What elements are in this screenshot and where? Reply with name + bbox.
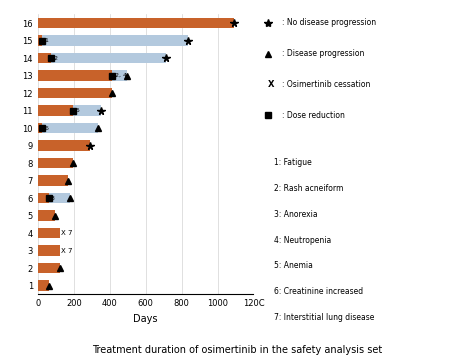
Text: Treatment duration of osimertinib in the safety analysis set: Treatment duration of osimertinib in the… [92, 345, 382, 355]
Bar [38, 140, 90, 151]
Text: 5: Anemia: 5: Anemia [274, 261, 313, 270]
Text: 3: 3 [51, 196, 55, 201]
Bar [51, 53, 166, 64]
Text: 2, 4: 2, 4 [115, 73, 127, 78]
Text: 7: Interstitial lung disease: 7: Interstitial lung disease [274, 313, 374, 322]
Bar [38, 193, 49, 204]
Bar [38, 228, 60, 238]
Bar [38, 176, 68, 186]
Text: 2: 2 [54, 56, 57, 61]
Bar [38, 53, 51, 64]
Bar [49, 193, 70, 204]
Text: X 7: X 7 [61, 230, 73, 236]
Text: 6: Creatinine increased: 6: Creatinine increased [274, 287, 364, 296]
Bar [38, 70, 112, 81]
Text: : Disease progression: : Disease progression [283, 49, 365, 58]
Text: 4: Neutropenia: 4: Neutropenia [274, 236, 331, 244]
Text: 3: Anorexia: 3: Anorexia [274, 210, 318, 219]
Text: 1: Fatigue: 1: Fatigue [274, 158, 312, 167]
Text: 6: 6 [45, 126, 48, 131]
Bar [73, 106, 101, 116]
Bar [38, 123, 42, 134]
Bar [38, 263, 60, 274]
Bar [38, 158, 73, 168]
Text: : Osimertinib cessation: : Osimertinib cessation [283, 80, 371, 89]
Text: : Dose reduction: : Dose reduction [283, 111, 346, 120]
Text: : No disease progression: : No disease progression [283, 18, 376, 27]
Text: X: X [268, 80, 274, 89]
Bar [42, 36, 188, 46]
Bar [38, 18, 234, 28]
Text: 5: 5 [75, 108, 79, 113]
Bar [38, 246, 60, 256]
Bar [38, 210, 55, 221]
Bar [38, 106, 73, 116]
Bar [38, 88, 112, 98]
Bar [42, 123, 98, 134]
Text: 2: Rash acneiform: 2: Rash acneiform [274, 184, 344, 193]
Bar [38, 280, 49, 291]
Text: 1: 1 [45, 38, 48, 43]
Bar [112, 70, 127, 81]
X-axis label: Days: Days [134, 314, 158, 324]
Text: X 7: X 7 [61, 248, 73, 253]
Bar [38, 36, 42, 46]
